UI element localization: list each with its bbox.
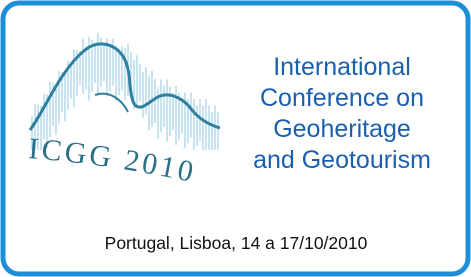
title-line: Geoheritage [273,115,411,143]
title-line: Conference on [260,84,424,112]
banner: ICGG 2010 International Conference on Ge… [0,0,471,277]
title-line: International [273,53,411,81]
title-line: and Geotourism [253,146,431,174]
footer-text: Portugal, Lisboa, 14 a 17/10/2010 [105,233,368,253]
